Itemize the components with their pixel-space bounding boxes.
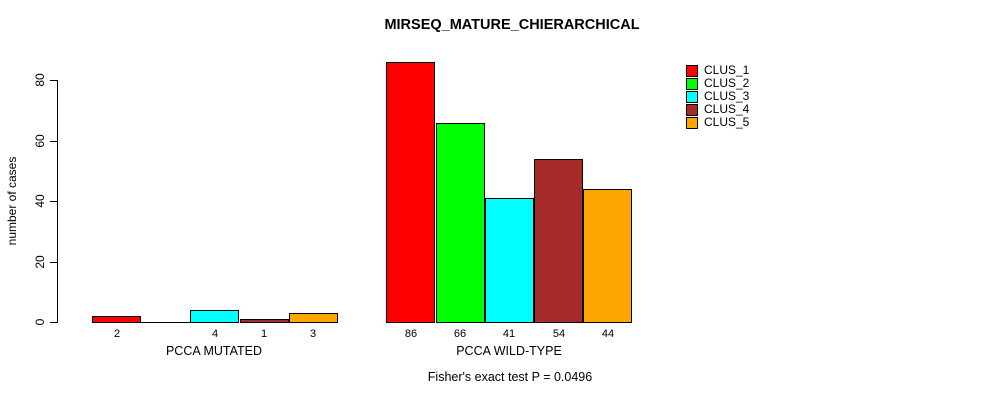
bar-clus_3-group2 [485,198,534,323]
y-axis-line [57,80,58,323]
legend-label: CLUS_2 [704,76,750,90]
legend-label: CLUS_5 [704,115,750,129]
y-axis-tick-label: 80 [33,73,47,88]
x-group-label-pcca-mutated: PCCA MUTATED [165,344,263,358]
bar-clus_4-group2 [534,159,583,323]
legend-swatch-icon [686,103,698,116]
y-axis-label: number of cases [5,156,19,246]
y-axis-tick [50,80,57,82]
y-axis-tick-label: 0 [33,318,47,326]
legend-item-clus_1: CLUS_1 [686,64,749,77]
y-axis-tick [50,201,57,203]
fisher-test-subtitle: Fisher's exact test P = 0.0496 [427,370,593,384]
bar-clus_1-group2 [386,62,435,323]
bar-clus_2-group2 [436,123,485,323]
bar-clus_4-group1 [240,319,289,323]
bar-value-label: 3 [309,328,317,340]
legend: CLUS_1 CLUS_2 CLUS_3 CLUS_4 CLUS_5 [686,64,749,129]
y-axis-tick-label: 40 [33,194,47,208]
bar-clus_3-group1 [190,310,239,323]
y-axis-tick [50,261,57,263]
y-axis-tick-label: 60 [33,134,47,148]
bar-value-label: 2 [113,328,121,340]
x-group-label-pcca-wild-type: PCCA WILD-TYPE [456,344,562,358]
y-axis-tick [50,140,57,142]
legend-item-clus_5: CLUS_5 [686,116,749,129]
chart-title: MIRSEQ_MATURE_CHIERARCHICAL [384,17,640,33]
bar-value-label: 86 [404,328,418,340]
bar-clus_1-group1 [92,316,141,323]
legend-label: CLUS_3 [704,89,750,103]
bar-value-label: 41 [502,328,516,340]
legend-item-clus_2: CLUS_2 [686,77,749,90]
bar-value-label: 44 [601,328,615,340]
y-axis-tick-label: 20 [33,254,47,269]
bar-value-label: 1 [260,328,268,340]
bar-value-label: 4 [211,328,219,340]
bar-value-label: 54 [552,328,566,340]
legend-label: CLUS_1 [704,63,750,77]
legend-item-clus_4: CLUS_4 [686,103,749,116]
bar-clus_5-group2 [583,189,632,323]
legend-item-clus_3: CLUS_3 [686,90,749,103]
y-axis-tick [50,322,57,323]
bar-clus_2-group1-zero [141,322,191,323]
legend-swatch-icon [686,64,698,77]
bar-clus_5-group1 [289,313,338,323]
legend-swatch-icon [686,90,698,103]
legend-swatch-icon [686,77,698,90]
bar-value-label: 66 [453,328,467,340]
legend-label: CLUS_4 [704,102,750,116]
legend-swatch-icon [686,116,698,129]
